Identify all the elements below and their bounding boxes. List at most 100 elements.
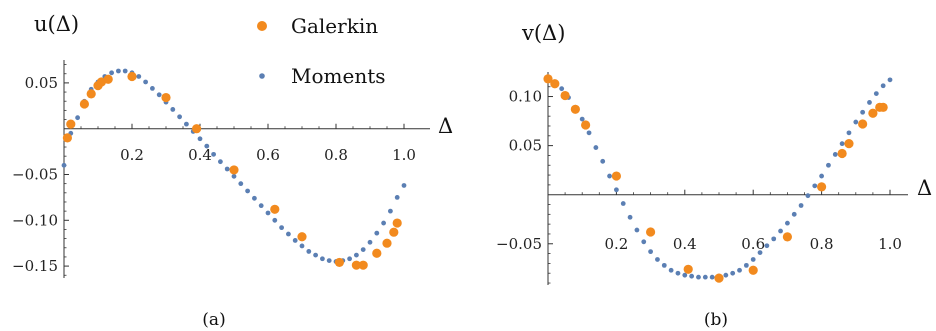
moments-point (122, 68, 128, 74)
moments-point (887, 77, 893, 83)
galerkin-point (878, 102, 888, 112)
moments-point (245, 188, 251, 194)
moments-point (873, 91, 879, 96)
moments-point (75, 115, 80, 121)
galerkin-point (748, 265, 758, 275)
moments-point (805, 193, 811, 199)
y-tick-label: −0.05 (12, 165, 58, 183)
galerkin-point (127, 71, 137, 82)
panel-a-ylabel: u(Δ) (34, 12, 79, 36)
moments-point (620, 201, 626, 206)
panel-b-label: (b) (704, 310, 728, 330)
panel-a-moments-series (61, 68, 407, 264)
x-tick-label: 0.6 (256, 146, 280, 164)
moments-point (737, 267, 742, 273)
moments-point (689, 273, 695, 279)
galerkin-point (86, 89, 96, 99)
moments-point (655, 257, 660, 262)
moments-point (668, 267, 674, 273)
galerkin-point (844, 139, 854, 149)
legend-galerkin-label: Galerkin (291, 14, 378, 38)
moments-point (374, 230, 380, 236)
moments-point (860, 109, 866, 115)
galerkin-point (334, 257, 344, 268)
galerkin-point (817, 182, 827, 192)
moments-point (593, 145, 599, 150)
moments-point (177, 114, 183, 120)
panel-a-xlabel: Δ (438, 114, 453, 138)
moments-point (347, 256, 352, 262)
moments-point (306, 249, 312, 254)
moments-point (116, 68, 121, 74)
moments-point (709, 274, 715, 280)
moments-point (211, 151, 217, 157)
moments-point (627, 214, 633, 220)
moments-point (320, 256, 325, 262)
moments-point (143, 79, 149, 85)
moments-point (388, 208, 393, 214)
galerkin-point (79, 99, 89, 109)
moments-point (826, 162, 831, 168)
galerkin-point (560, 90, 570, 101)
panel-b-moments-series (545, 76, 893, 280)
moments-point (224, 166, 230, 172)
panel-b-axes: 0.2 0.4 0.6 0.8 1.0 0.10 0.05 −0.05 (496, 72, 908, 285)
galerkin-point (782, 232, 793, 242)
moments-point (170, 107, 176, 112)
galerkin-point (392, 218, 402, 228)
galerkin-point (858, 119, 868, 129)
moments-point (723, 272, 729, 278)
galerkin-point (683, 264, 693, 274)
moments-point (614, 187, 619, 193)
moments-point (648, 249, 653, 255)
galerkin-point (358, 260, 368, 270)
moments-point (354, 252, 359, 258)
moments-point (401, 183, 407, 188)
moments-point (819, 173, 824, 179)
galerkin-point (62, 133, 72, 143)
moments-point (764, 243, 770, 249)
galerkin-point (543, 74, 553, 84)
x-tick-label: 0.2 (604, 235, 628, 253)
galerkin-point (611, 171, 622, 181)
moments-point (204, 143, 210, 149)
x-tick-label: 1.0 (392, 146, 416, 164)
galerkin-point (351, 260, 361, 270)
moments-point (675, 270, 681, 276)
galerkin-point (714, 273, 724, 283)
moments-point (778, 228, 783, 234)
x-tick-label: 0.4 (188, 146, 212, 164)
moments-point (559, 86, 565, 92)
moments-point (156, 92, 162, 98)
galerkin-point (161, 92, 171, 103)
moments-point (258, 203, 264, 209)
galerkin-point (66, 119, 76, 129)
galerkin-point (570, 104, 580, 114)
moments-point (109, 70, 114, 76)
y-tick-label: −0.05 (496, 235, 542, 253)
moments-point (798, 203, 804, 208)
panel-a-label: (a) (202, 310, 225, 330)
y-tick-label: −0.15 (12, 257, 58, 275)
x-tick-label: 0.2 (120, 146, 144, 164)
moments-point (252, 195, 257, 201)
panel-a-axes: 0.2 0.4 0.6 0.8 1.0 0.05 −0.05 −0.10 −0.15 (12, 60, 430, 278)
panel-b-xlabel: Δ (917, 176, 932, 200)
legend: Galerkin Moments (257, 14, 386, 88)
moments-point (231, 173, 237, 179)
moments-point (832, 152, 838, 157)
moments-point (702, 274, 708, 280)
galerkin-point (389, 227, 399, 237)
moments-point (791, 211, 797, 217)
moments-point (367, 239, 373, 245)
galerkin-point (192, 124, 202, 134)
moments-point (771, 236, 777, 242)
galerkin-point (550, 79, 560, 89)
moments-point (150, 85, 155, 91)
x-tick-label: 0.8 (810, 235, 834, 253)
moments-point (641, 239, 647, 245)
moments-point (292, 238, 298, 243)
x-tick-label: 0.8 (324, 146, 348, 164)
galerkin-point (837, 148, 847, 159)
